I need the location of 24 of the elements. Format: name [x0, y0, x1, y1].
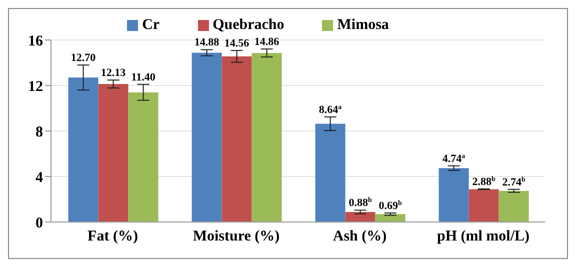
- x-tick-label: Fat (%): [88, 228, 138, 245]
- data-label: 14.86: [254, 36, 280, 48]
- y-tick-label: 4: [36, 170, 44, 186]
- data-label: 8.64$^{a}$: [318, 102, 342, 116]
- data-label: 4.74$^{a}$: [442, 152, 466, 165]
- x-tick-label: Moisture (%): [192, 228, 280, 245]
- y-tick-label: 12: [28, 78, 43, 95]
- data-label: 14.56: [224, 37, 250, 50]
- data-label: 0.88$^{b}$: [348, 196, 372, 210]
- data-label: 0.69$^{b}$: [378, 199, 402, 212]
- y-tick-label: 0: [36, 215, 43, 232]
- data-label: 11.40: [131, 71, 156, 84]
- legend-label: Quebracho: [212, 17, 284, 33]
- data-label: 2.88$^{b}$: [472, 174, 496, 188]
- x-tick-label: Ash (%): [332, 228, 387, 245]
- data-label: 12.13: [100, 67, 126, 80]
- data-label: 12.70: [70, 52, 96, 64]
- y-tick-label: 16: [28, 33, 44, 50]
- y-tick-label: 8: [36, 124, 43, 140]
- data-label: 14.88: [194, 36, 220, 49]
- data-label: 2.74$^{b}$: [502, 175, 526, 188]
- legend-label: Cr: [142, 17, 160, 33]
- x-tick-label: pH (ml mol/L): [437, 228, 530, 245]
- legend-label: Mimosa: [337, 17, 389, 33]
